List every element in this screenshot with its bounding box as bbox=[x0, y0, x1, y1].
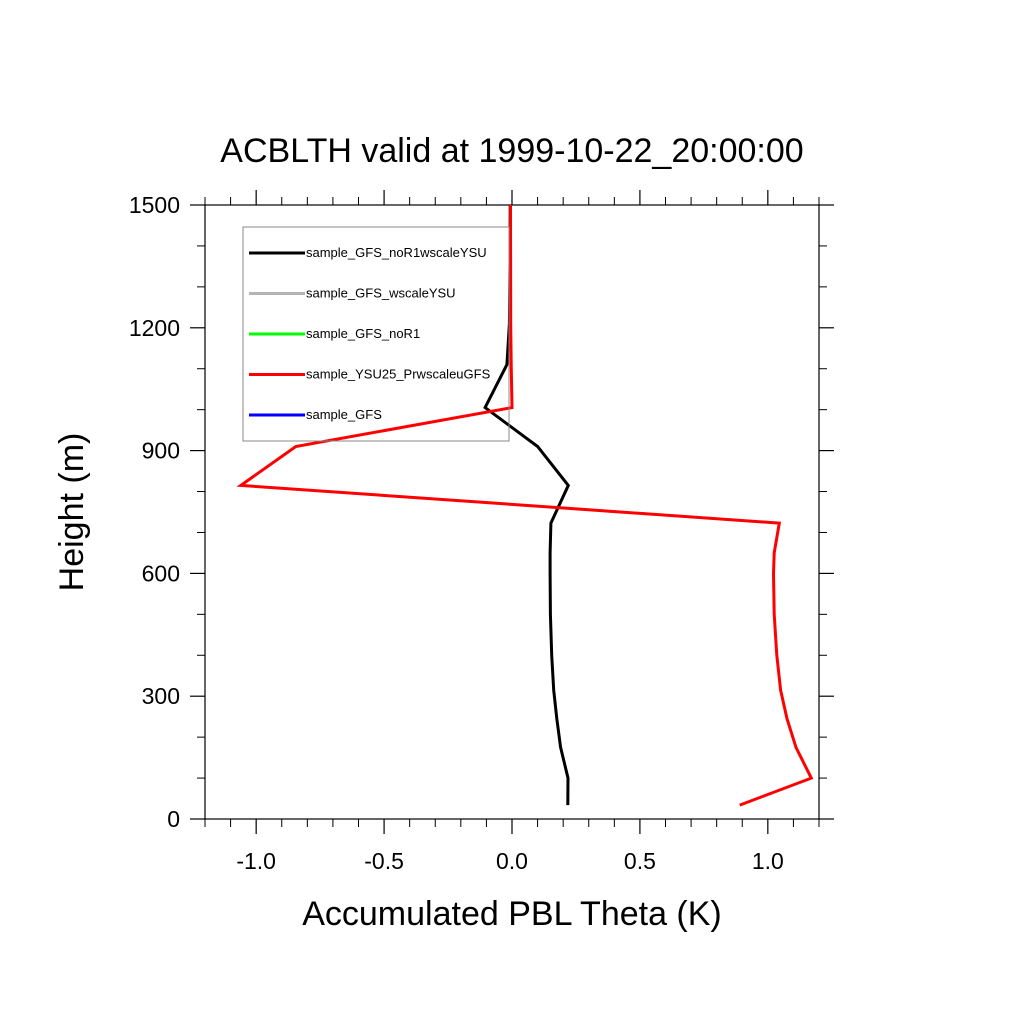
series-layer bbox=[236, 204, 814, 807]
x-tick-label: -1.0 bbox=[236, 848, 276, 874]
series-line-sample_GFS_noR1wscaleYSU bbox=[483, 204, 571, 806]
x-tick-label: 1.0 bbox=[752, 848, 784, 874]
x-tick-label: -0.5 bbox=[364, 848, 404, 874]
legend-label: sample_YSU25_PrwscaleuGFS bbox=[306, 367, 491, 382]
legend-label: sample_GFS_noR1 bbox=[306, 326, 420, 341]
legend-label: sample_GFS bbox=[306, 407, 382, 422]
chart-title: ACBLTH valid at 1999-10-22_20:00:00 bbox=[220, 132, 803, 170]
y-tick-label: 300 bbox=[142, 683, 180, 709]
y-tick-label: 1200 bbox=[129, 315, 180, 341]
y-tick-label: 900 bbox=[142, 438, 180, 464]
y-tick-label: 600 bbox=[142, 560, 180, 586]
x-tick-label: 0.0 bbox=[496, 848, 528, 874]
legend-label: sample_GFS_noR1wscaleYSU bbox=[306, 245, 487, 260]
legend-box bbox=[242, 226, 510, 442]
legend: sample_GFS_noR1wscaleYSU sample_GFS_wscal… bbox=[242, 226, 510, 442]
series-line-sample_YSU25_PrwscaleuGFS bbox=[236, 204, 814, 807]
x-axis-label: Accumulated PBL Theta (K) bbox=[302, 895, 722, 933]
y-axis-label: Height (m) bbox=[53, 433, 91, 592]
axes: -1.0 -0.5 0.0 0.5 1.0 0 300 600 900 1200 1500 bbox=[129, 190, 834, 874]
y-tick-label: 0 bbox=[167, 806, 180, 832]
legend-label: sample_GFS_wscaleYSU bbox=[306, 286, 456, 301]
x-tick-label: 0.5 bbox=[624, 848, 656, 874]
y-tick-label: 1500 bbox=[129, 192, 180, 218]
